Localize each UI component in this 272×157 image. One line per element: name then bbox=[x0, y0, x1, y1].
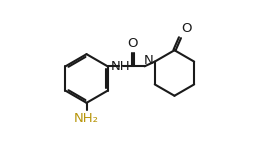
Text: O: O bbox=[181, 22, 192, 35]
Text: N: N bbox=[144, 54, 154, 67]
Text: O: O bbox=[128, 37, 138, 50]
Text: NH: NH bbox=[111, 60, 131, 73]
Text: NH₂: NH₂ bbox=[74, 112, 99, 125]
